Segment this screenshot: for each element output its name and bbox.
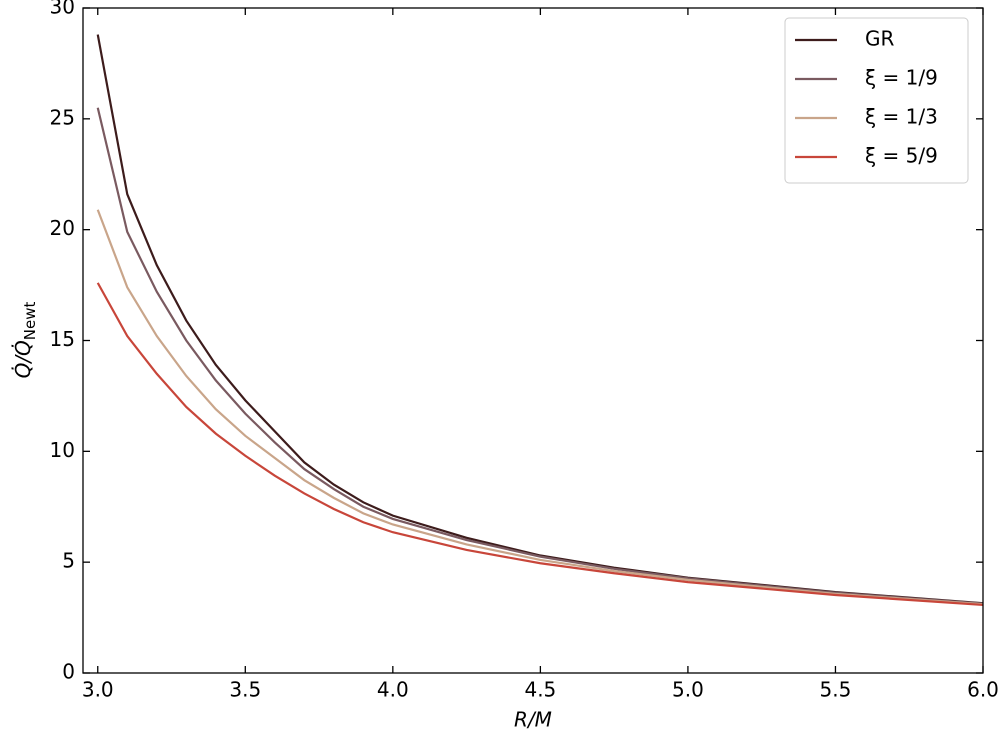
y-tick-label: 10 (50, 438, 75, 462)
legend-label: ξ = 5/9 (865, 144, 938, 168)
x-tick-label: 3.0 (82, 678, 114, 702)
y-tick-label: 20 (50, 216, 75, 240)
legend-label: ξ = 1/3 (865, 105, 938, 129)
x-tick-label: 4.0 (377, 678, 409, 702)
legend-label: ξ = 1/9 (865, 66, 938, 90)
y-tick-label: 5 (62, 549, 75, 573)
y-tick-label: 30 (50, 0, 75, 19)
y-tick-label: 25 (50, 105, 75, 129)
y-axis-label-sub: Newt (21, 301, 39, 340)
x-tick-label: 6.0 (967, 678, 999, 702)
y-axis-label: Q̇/Q̇Newt (11, 301, 39, 378)
legend-label: GR (865, 27, 894, 51)
y-tick-label: 0 (62, 660, 75, 684)
x-tick-label: 4.5 (524, 678, 556, 702)
x-tick-label: 5.0 (672, 678, 704, 702)
series-line (96, 209, 984, 606)
y-tick-label: 15 (50, 327, 75, 351)
x-axis-label: R/M (514, 708, 552, 732)
x-tick-label: 5.5 (820, 678, 852, 702)
plot-frame (82, 7, 984, 674)
series-line (96, 107, 984, 605)
legend-box (784, 17, 969, 184)
legend: GR ξ = 1/9 ξ = 1/3 ξ = 5/9 (784, 17, 969, 184)
x-tick-label: 3.5 (229, 678, 261, 702)
series-line (96, 282, 984, 607)
y-axis-label-main: Q̇/Q̇ (11, 340, 35, 378)
